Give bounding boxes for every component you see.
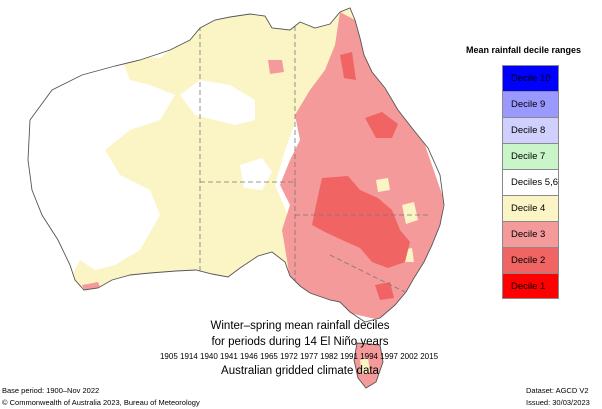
decile-2-region — [340, 52, 356, 80]
decile-2-region — [365, 112, 398, 138]
legend-item: Decile 9 — [502, 91, 559, 117]
legend-item: Decile 10 — [502, 65, 559, 91]
legend-item: Decile 3 — [502, 221, 559, 247]
legend-item-label: Decile 3 — [511, 229, 546, 240]
legend-item-label: Decile 7 — [511, 151, 546, 162]
legend-item: Decile 7 — [502, 143, 559, 169]
legend-item-label: Decile 10 — [511, 73, 551, 84]
caption-dataset-name: Australian gridded climate data — [221, 365, 379, 377]
legend-item-label: Deciles 5,6 — [511, 177, 558, 188]
legend-title: Mean rainfall decile ranges — [466, 45, 582, 55]
mainland-outline — [27, 7, 445, 323]
legend-item-label: Decile 9 — [511, 99, 546, 110]
legend-item-label: Decile 1 — [511, 281, 546, 292]
decile-3-region — [268, 60, 284, 74]
legend-item: Deciles 5,6 — [502, 169, 559, 195]
legend-item: Decile 8 — [502, 117, 559, 143]
legend-item: Decile 4 — [502, 195, 559, 221]
legend-item: Decile 1 — [502, 273, 559, 299]
deciles-5-6-patch — [95, 192, 112, 208]
legend-item-label: Decile 2 — [511, 255, 546, 266]
decile-4-patch — [402, 202, 418, 224]
nsw-vic-border — [329, 254, 406, 293]
deciles-5-6-patch — [180, 80, 255, 125]
state-borders — [199, 10, 430, 300]
legend: Decile 10 Decile 9 Decile 8 Decile 7 Deciles… — [502, 65, 559, 299]
decile-4-patch — [376, 178, 390, 192]
base-period: Base period: 1900–Nov 2022 — [2, 386, 100, 395]
legend-item-label: Decile 4 — [511, 203, 546, 214]
legend-item-label: Decile 8 — [511, 125, 546, 136]
decile-2-region — [375, 282, 394, 300]
dataset-label: Dataset: AGCD V2 — [526, 386, 589, 395]
copyright: © Commonwealth of Australia 2023, Bureau… — [2, 398, 200, 407]
caption-title: Winter–spring mean rainfall deciles — [210, 320, 390, 332]
issued-date: Issued: 30/03/2023 — [526, 398, 590, 407]
legend-item: Decile 2 — [502, 247, 559, 273]
caption-subtitle: for periods during 14 El Niño years — [211, 336, 389, 348]
caption-years: 1905 1914 1940 1941 1946 1965 1972 1977 … — [159, 352, 439, 361]
decile-2-region — [312, 176, 410, 268]
tasmania-decile-4-patch — [360, 358, 370, 374]
